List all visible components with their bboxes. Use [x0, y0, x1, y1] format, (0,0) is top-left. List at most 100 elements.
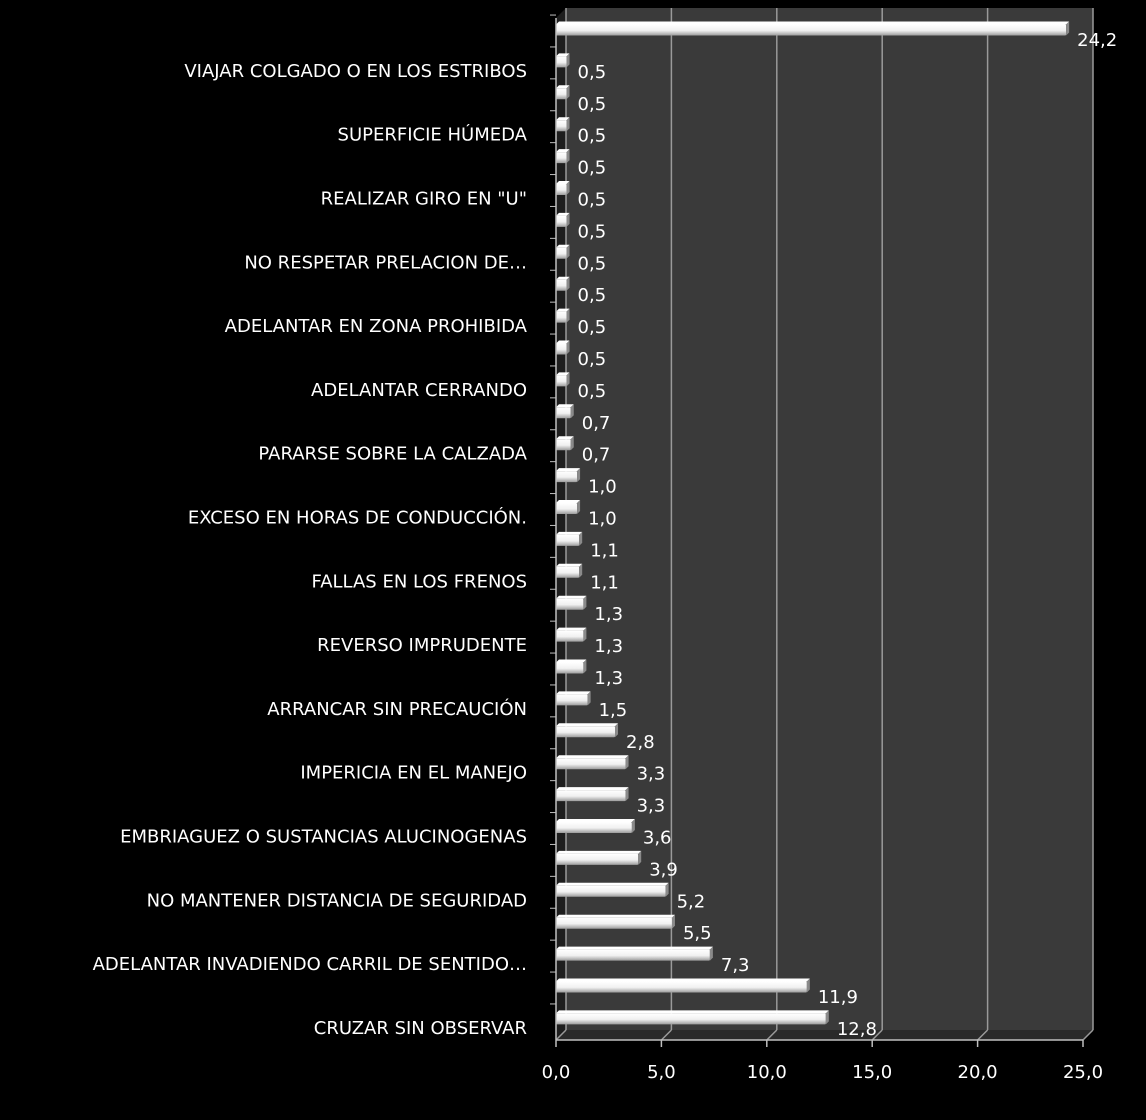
bar-end: [566, 340, 570, 355]
bar-front: [556, 439, 571, 451]
bar-front: [556, 949, 710, 961]
plot-area-side-wall: [556, 8, 566, 1040]
bar-front: [556, 152, 567, 164]
bar-front: [556, 311, 567, 323]
category-label: FALLAS EN LOS FRENOS: [312, 571, 528, 592]
data-label: 1,3: [594, 604, 623, 625]
bar-end: [583, 595, 587, 610]
data-label: 0,7: [582, 413, 611, 434]
data-label: 5,2: [677, 891, 706, 912]
bar-end: [566, 149, 570, 164]
bar-top: [556, 755, 629, 759]
category-label: EMBRIAGUEZ O SUSTANCIAS ALUCINOGENAS: [120, 827, 527, 848]
bar-front: [556, 885, 666, 897]
bar-front: [556, 566, 580, 578]
bar-end: [577, 500, 581, 514]
bar-end: [566, 308, 570, 323]
data-label: 1,1: [590, 572, 619, 593]
bar: [556, 21, 1070, 36]
bar-end: [570, 436, 574, 451]
bar-end: [615, 723, 619, 738]
bar-end: [671, 914, 675, 929]
bar-top: [556, 627, 587, 631]
bar-front: [556, 88, 567, 100]
bar-front: [556, 822, 632, 833]
bar-front: [556, 247, 567, 259]
bar-top: [556, 723, 619, 727]
bar-end: [566, 276, 570, 291]
bar-top: [556, 914, 675, 918]
x-tick-label: 20,0: [958, 1062, 998, 1083]
bar-top: [556, 819, 635, 822]
bar-top: [556, 978, 810, 982]
bar: [556, 914, 675, 929]
data-label: 1,0: [588, 477, 617, 498]
bar-end: [579, 531, 583, 546]
bar: [556, 978, 810, 993]
bar-front: [556, 694, 588, 706]
bar-front: [556, 790, 626, 802]
bar: [556, 212, 570, 227]
bar: [556, 531, 583, 546]
bar-end: [638, 850, 642, 865]
bar: [556, 404, 574, 419]
bar-end: [566, 372, 570, 387]
category-label: NO RESPETAR PRELACION DE…: [244, 252, 527, 273]
bar-front: [556, 471, 578, 483]
bar-end: [579, 563, 583, 578]
bar-top: [556, 212, 570, 216]
bar: [556, 149, 570, 164]
data-label: 1,3: [594, 636, 623, 657]
bar: [556, 819, 635, 833]
bar-end: [825, 1010, 829, 1025]
bar-front: [556, 726, 616, 738]
bar-end: [566, 53, 570, 68]
bar-front: [556, 1013, 826, 1025]
data-label: 1,5: [599, 700, 628, 721]
bar-end: [625, 755, 629, 770]
gridline-floor: [766, 1029, 778, 1041]
category-label: ARRANCAR SIN PRECAUCIÓN: [267, 698, 527, 720]
bar-end: [566, 181, 570, 195]
bar-end: [709, 946, 713, 961]
data-label: 1,3: [594, 668, 623, 689]
bar-front: [556, 598, 584, 610]
bar: [556, 372, 570, 387]
data-label: 2,8: [626, 732, 655, 753]
bar-front: [556, 56, 567, 68]
bar: [556, 436, 574, 451]
x-tick-label: 0,0: [542, 1062, 571, 1083]
bar-top: [556, 531, 583, 535]
category-label: REVERSO IMPRUDENTE: [317, 635, 527, 656]
bar-end: [570, 404, 574, 419]
bar-top: [556, 436, 574, 440]
bar: [556, 85, 570, 100]
bar-top: [556, 181, 570, 184]
bar: [556, 468, 581, 483]
bar: [556, 787, 629, 802]
bar: [556, 946, 713, 961]
category-label: PARARSE SOBRE LA CALZADA: [258, 444, 527, 465]
bar: [556, 340, 570, 355]
gridline-floor: [1082, 1029, 1094, 1041]
bar: [556, 691, 591, 706]
bar-end: [587, 691, 591, 706]
bar-end: [625, 787, 629, 802]
bar: [556, 244, 570, 259]
category-label: NO MANTENER DISTANCIA DE SEGURIDAD: [147, 890, 527, 911]
bar-end: [566, 117, 570, 132]
bar: [556, 500, 581, 514]
bar-top: [556, 691, 591, 695]
category-label: ADELANTAR INVADIENDO CARRIL DE SENTIDO…: [93, 954, 527, 975]
data-label: 3,6: [643, 828, 672, 849]
data-label: 0,5: [578, 221, 607, 242]
bar-end: [1066, 21, 1070, 36]
bar-top: [556, 149, 570, 153]
data-label: 7,3: [721, 955, 750, 976]
bar-front: [556, 981, 807, 993]
bar-end: [566, 244, 570, 259]
bar-front: [556, 534, 580, 546]
bar-front: [556, 215, 567, 227]
gridline-floor: [660, 1029, 672, 1041]
bar-end: [577, 468, 581, 483]
